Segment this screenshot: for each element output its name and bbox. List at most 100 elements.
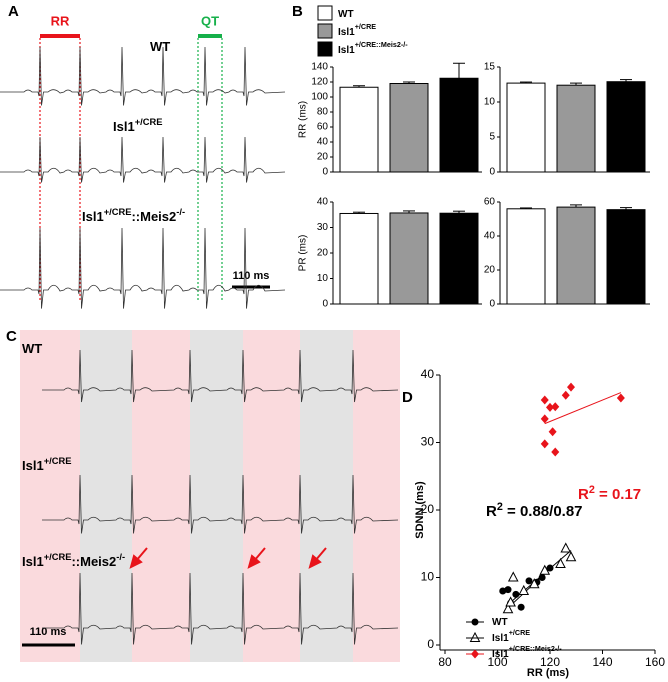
annotation: R2 = 0.88/0.87 — [486, 501, 583, 520]
legend-swatch — [317, 5, 333, 21]
point — [548, 427, 557, 437]
y-tick-label: 30 — [317, 222, 329, 233]
y-tick-label: 80 — [317, 107, 329, 118]
arrow-head — [308, 554, 322, 569]
bar — [606, 81, 646, 173]
x-tick-label: 140 — [592, 655, 612, 669]
ecg-trace — [42, 349, 399, 403]
bar — [339, 86, 379, 173]
text-part: ::Meis2 — [131, 209, 176, 224]
point — [504, 586, 512, 594]
legend-marker — [469, 631, 481, 642]
y-tick-label: 0 — [489, 167, 495, 178]
genotype-label: Isl1+/CRE — [113, 117, 162, 134]
point — [512, 590, 520, 598]
genotype-label: Isl1+/CRE — [22, 456, 71, 473]
shade — [300, 330, 353, 662]
text-part: Isl1 — [338, 45, 355, 56]
genotype-label: Isl1+/CRE::Meis2-/- — [82, 207, 185, 224]
panel-label: D — [402, 389, 413, 406]
y-tick-label: 5 — [489, 132, 495, 143]
text-part: -/- — [116, 552, 125, 562]
text-part: Isl1 — [338, 27, 355, 38]
point — [517, 603, 525, 611]
text-part: WT — [492, 617, 508, 628]
point — [525, 577, 533, 585]
text-part: +/CRE — [135, 117, 163, 127]
y-tick-label: 40 — [317, 137, 329, 148]
scale-label: 110 ms — [233, 270, 270, 282]
point — [540, 439, 549, 449]
point — [555, 557, 566, 568]
point — [539, 564, 551, 575]
y-axis-label: RR (ms) — [298, 101, 309, 138]
point — [551, 447, 560, 457]
text-part: +/CRE::Meis2-/- — [355, 40, 409, 49]
y-tick-label: 0 — [489, 299, 495, 310]
scale-label: 110 ms — [30, 626, 67, 638]
trend-line — [544, 392, 622, 425]
y-tick-label: 15 — [484, 62, 496, 73]
text-part: Isl1 — [22, 554, 44, 569]
y-tick-label: 0 — [427, 637, 434, 651]
panel-label: B — [292, 3, 303, 20]
bar — [439, 77, 479, 173]
arrow-head — [129, 554, 143, 569]
text-part: Isl1 — [492, 649, 509, 660]
ecg-trace — [0, 46, 286, 106]
y-tick-label: 10 — [484, 97, 496, 108]
rr-label: RR — [51, 13, 70, 28]
y-tick-label: 100 — [311, 92, 328, 103]
y-tick-label: 30 — [421, 435, 435, 449]
annotation: R2 = 0.17 — [578, 484, 641, 503]
ecg-trace — [42, 474, 399, 534]
y-tick-label: 20 — [421, 502, 435, 516]
point — [565, 551, 577, 562]
x-tick-label: 80 — [438, 655, 452, 669]
shade — [80, 330, 132, 662]
point — [551, 402, 560, 412]
bar — [506, 208, 546, 305]
y-tick-label: 20 — [317, 248, 329, 259]
legend-swatch — [317, 23, 333, 39]
point — [518, 584, 530, 595]
text-part: +/CRE — [44, 456, 72, 466]
bar — [389, 212, 429, 305]
arrows — [129, 547, 327, 569]
trend-line — [507, 550, 572, 605]
text-part: = 0.88/0.87 — [503, 503, 583, 520]
genotype-label: Isl1+/CRE::Meis2-/- — [22, 552, 125, 569]
y-axis-label: QT (ms) — [465, 235, 476, 271]
bar — [389, 83, 429, 173]
y-tick-label: 60 — [317, 122, 329, 133]
ecg-trace — [0, 227, 286, 309]
text-part: +/CRE — [355, 22, 377, 31]
bar — [556, 206, 596, 305]
y-tick-label: 40 — [317, 197, 329, 208]
bar — [439, 212, 479, 305]
x-tick-label: 160 — [645, 655, 665, 669]
point — [616, 393, 625, 403]
y-tick-label: 10 — [317, 273, 329, 284]
arrow-head — [247, 554, 261, 569]
y-tick-label: 40 — [421, 367, 435, 381]
text-part: Isl1 — [492, 633, 509, 644]
point — [502, 603, 514, 614]
point — [538, 574, 546, 581]
point — [567, 382, 575, 392]
text-part: Isl1 — [113, 119, 135, 134]
legend-label: WT — [338, 9, 354, 20]
legend-label: Isl1+/CRE::Meis2-/- — [338, 40, 408, 56]
ecg-trace — [0, 136, 286, 183]
x-axis-label: RR (ms) — [527, 667, 570, 679]
y-tick-label: 0 — [322, 299, 328, 310]
y-tick-label: 10 — [421, 570, 435, 584]
text-part: R — [486, 503, 497, 520]
text-part: ::Meis2 — [71, 554, 116, 569]
text-part: 2 — [589, 484, 595, 496]
text-part: WT — [338, 9, 354, 20]
shade — [190, 330, 243, 662]
y-tick-label: 40 — [484, 231, 496, 242]
guides — [39, 38, 223, 300]
